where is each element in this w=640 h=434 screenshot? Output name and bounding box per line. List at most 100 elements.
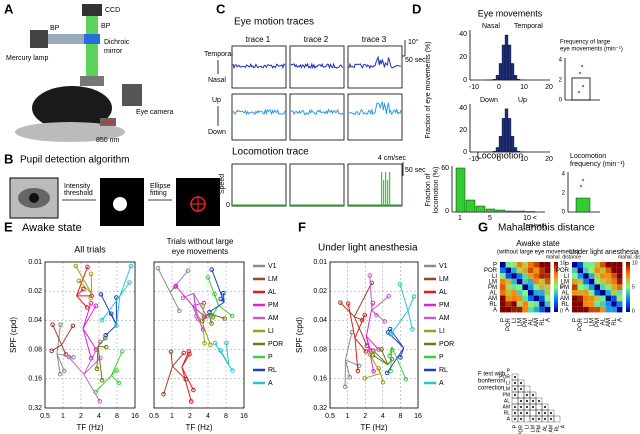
heat-cell	[600, 306, 606, 313]
heat-cell	[611, 301, 617, 307]
legend-entry: P	[268, 354, 273, 361]
point	[188, 399, 194, 404]
heat-cell	[528, 273, 534, 279]
heat-cell	[516, 278, 523, 285]
trace-box	[347, 45, 403, 89]
line	[96, 346, 99, 369]
label: TF (Hz)	[360, 423, 387, 432]
point	[398, 355, 403, 360]
point	[389, 356, 395, 362]
label: Up	[518, 97, 527, 104]
point	[98, 355, 103, 361]
line	[76, 295, 88, 308]
sig-dot	[520, 412, 522, 414]
label: F test with	[478, 372, 505, 378]
label: A	[507, 416, 511, 422]
point	[181, 350, 187, 356]
point	[363, 349, 369, 354]
point	[210, 314, 216, 320]
point	[367, 273, 373, 278]
blob	[113, 197, 127, 211]
label: SPF (cpd)	[295, 317, 304, 353]
label: 0	[445, 208, 449, 215]
line	[75, 265, 93, 295]
heat-cell	[616, 284, 623, 290]
point	[108, 311, 114, 317]
label: RL	[612, 317, 618, 325]
heat-cell	[522, 284, 528, 290]
legend-entry: LI	[439, 328, 445, 335]
label: BP	[50, 25, 60, 32]
line	[371, 309, 386, 322]
point	[186, 349, 192, 354]
heat-cell	[539, 301, 545, 307]
label: Locomotion	[477, 150, 524, 160]
tick-label: 40	[459, 31, 467, 38]
point	[209, 267, 215, 272]
heat-cell	[511, 267, 517, 274]
point	[338, 300, 343, 305]
label: LI	[564, 274, 569, 280]
loco-bar	[485, 208, 496, 213]
point	[66, 354, 71, 360]
line	[82, 328, 97, 350]
point	[99, 377, 105, 383]
legend-entry: V1	[268, 263, 277, 270]
point	[387, 326, 393, 332]
panel-label: B	[4, 151, 13, 166]
point	[411, 294, 417, 299]
loco-bar	[505, 210, 516, 213]
heat-cell	[511, 262, 517, 268]
label: LM	[489, 279, 497, 285]
point	[202, 341, 207, 346]
point	[114, 368, 119, 373]
heat-cell	[533, 278, 540, 285]
line	[208, 313, 225, 319]
label: 0	[559, 98, 563, 104]
heat-cell	[539, 306, 545, 313]
line	[181, 366, 192, 402]
label: RL	[540, 317, 546, 325]
line	[169, 291, 180, 311]
point	[376, 366, 381, 371]
heat-cell	[511, 290, 517, 296]
heat-cell	[500, 267, 506, 274]
grid-cell	[553, 415, 561, 423]
tick-label: 0.16	[28, 376, 42, 383]
heat-cell	[600, 284, 606, 290]
label: POR	[484, 268, 498, 274]
point	[212, 340, 218, 346]
label: threshold	[64, 190, 93, 197]
heat-cell	[588, 295, 595, 302]
line	[372, 350, 389, 366]
tick-label: 0.5	[40, 413, 50, 420]
heat-cell	[528, 284, 534, 290]
trace-box	[289, 45, 345, 89]
tick-label: 0.16	[313, 376, 327, 383]
heat-cell	[611, 267, 617, 274]
heat-cell	[522, 290, 528, 296]
camera	[122, 84, 142, 106]
heat-cell	[511, 306, 517, 313]
trace-box	[289, 163, 345, 207]
trace	[232, 108, 286, 116]
label: AL	[529, 317, 535, 325]
heat-cell	[572, 290, 578, 296]
point	[70, 323, 76, 329]
tick-label: 10	[520, 156, 528, 163]
heat-cell	[533, 273, 540, 279]
label: LI	[492, 274, 497, 280]
point	[386, 293, 392, 299]
trace-box	[347, 163, 403, 207]
sig-dot	[514, 418, 516, 420]
label: frequency (min⁻¹)	[570, 161, 625, 168]
point	[58, 322, 63, 327]
heat-cell	[577, 306, 584, 313]
heat-cell	[516, 301, 523, 307]
point	[94, 366, 100, 372]
point	[63, 352, 69, 357]
heat-cell	[500, 273, 506, 279]
hist-bar	[501, 118, 506, 153]
tick-label: 20	[459, 54, 467, 61]
heat-cell	[616, 295, 623, 302]
